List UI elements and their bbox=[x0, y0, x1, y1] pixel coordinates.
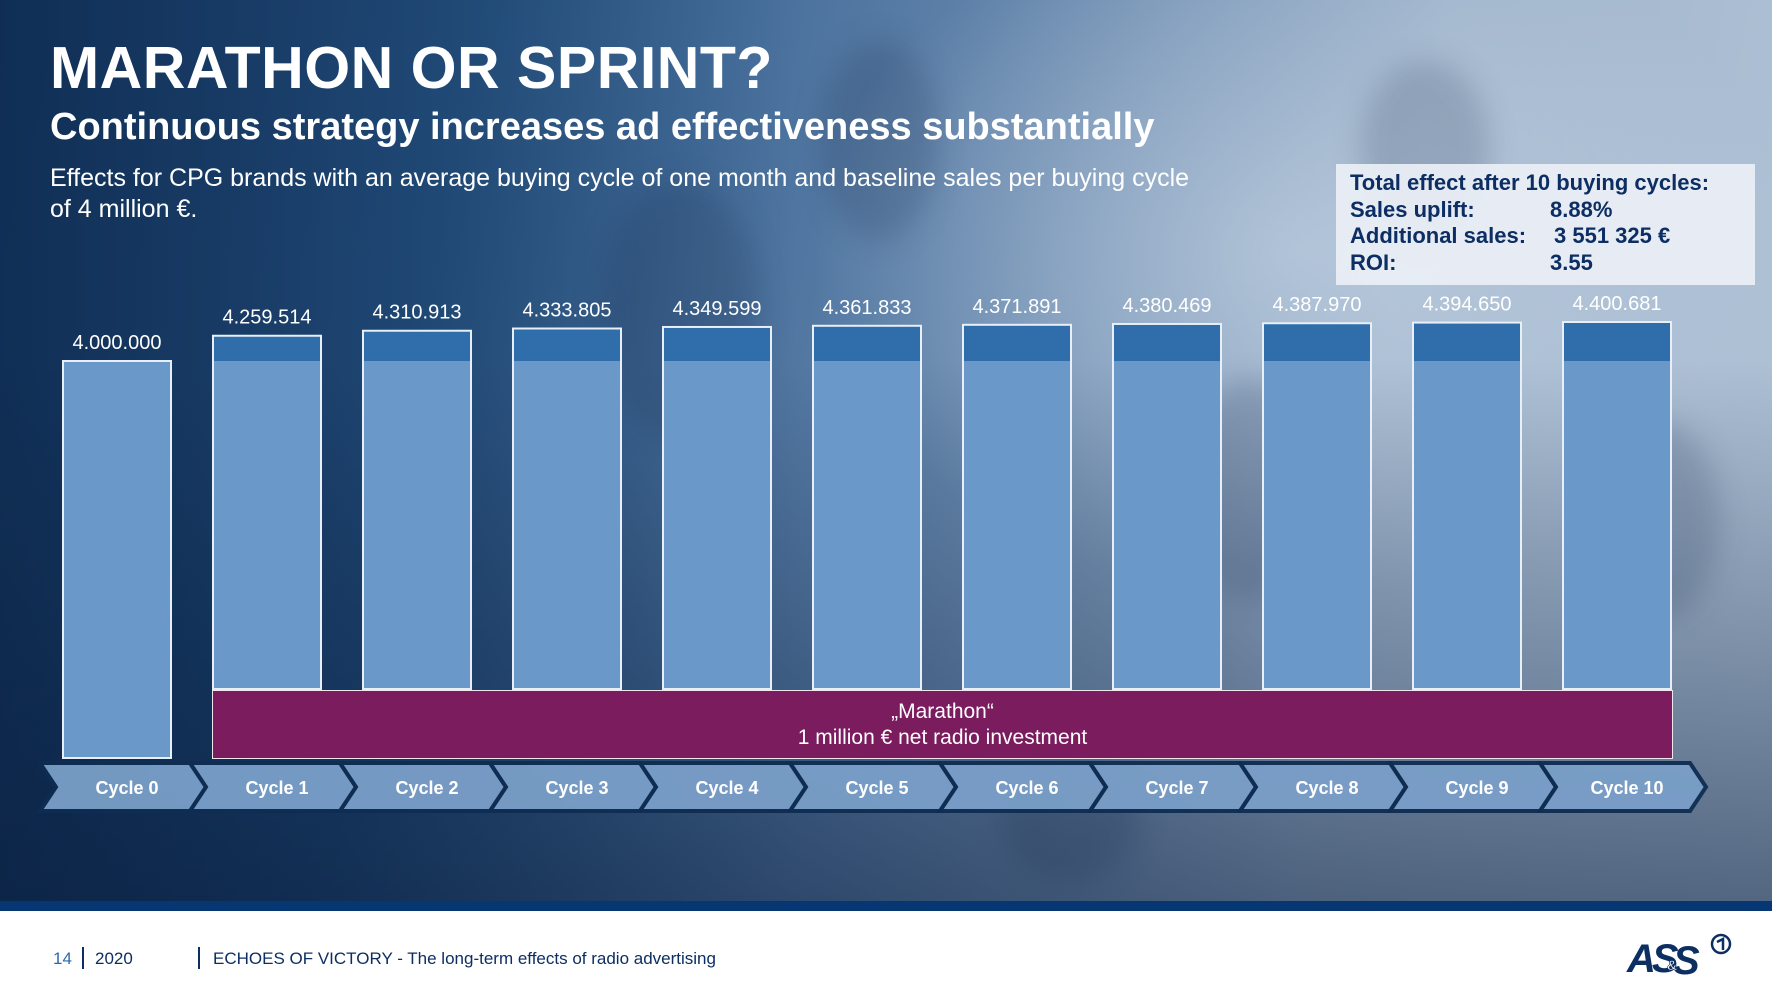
bar-value-label: 4.259.514 bbox=[223, 307, 312, 329]
bar-outline bbox=[1412, 321, 1522, 690]
bar-baseline-segment bbox=[663, 361, 771, 689]
footer-separator bbox=[198, 947, 200, 969]
cycle-label: Cycle 4 bbox=[695, 778, 758, 798]
bar-outline bbox=[212, 334, 322, 690]
summary-value: 8.88% bbox=[1550, 196, 1613, 222]
cycle-label: Cycle 9 bbox=[1445, 778, 1508, 798]
footer-divider-bar bbox=[0, 901, 1772, 911]
cycle-label: Cycle 2 bbox=[395, 778, 458, 798]
bar-value-label: 4.380.469 bbox=[1123, 295, 1212, 317]
bar-uplift-segment bbox=[963, 324, 1071, 361]
bar-baseline-segment bbox=[963, 361, 1071, 689]
bar-value-label: 4.387.970 bbox=[1273, 294, 1362, 316]
footer-document-title: ECHOES OF VICTORY - The long-term effect… bbox=[213, 949, 716, 968]
cycle-label: Cycle 1 bbox=[245, 778, 308, 798]
marathon-band: „Marathon“ 1 million € net radio investm… bbox=[212, 690, 1673, 759]
marathon-band-title: „Marathon“ bbox=[891, 700, 994, 723]
bar-outline bbox=[362, 329, 472, 690]
summary-row-uplift: Sales uplift: 8.88% bbox=[1350, 197, 1741, 224]
bar-uplift-segment bbox=[213, 335, 321, 361]
bar-uplift-segment bbox=[1263, 323, 1371, 361]
bar-value-label: 4.349.599 bbox=[673, 298, 762, 320]
bar-outline bbox=[812, 324, 922, 690]
cycle-label: Cycle 10 bbox=[1590, 778, 1663, 798]
bar-uplift-segment bbox=[1413, 322, 1521, 361]
cycle-label: Cycle 3 bbox=[545, 778, 608, 798]
page-number: 14 bbox=[53, 949, 72, 968]
marathon-band-subtitle: 1 million € net radio investment bbox=[797, 726, 1088, 749]
bar-baseline-segment bbox=[1563, 361, 1671, 689]
bar-value-label: 4.000.000 bbox=[73, 332, 162, 354]
bar-baseline-segment bbox=[1113, 361, 1221, 689]
bar-uplift-segment bbox=[363, 330, 471, 361]
bar-baseline-segment bbox=[1263, 361, 1371, 689]
svg-text:&: & bbox=[1667, 957, 1677, 973]
bar-outline bbox=[662, 325, 772, 690]
bar-outline bbox=[1112, 322, 1222, 690]
bar-uplift-segment bbox=[1563, 322, 1671, 361]
bar-value-label: 4.400.681 bbox=[1573, 293, 1662, 315]
bar-baseline-segment bbox=[363, 361, 471, 689]
svg-text:AS: AS bbox=[1626, 937, 1679, 980]
cycle-label: Cycle 0 bbox=[95, 778, 158, 798]
bar-outline bbox=[962, 323, 1072, 690]
bar-outline bbox=[1262, 322, 1372, 690]
cycle-chevron bbox=[1536, 761, 1709, 813]
bar-uplift-segment bbox=[1113, 323, 1221, 361]
bar-uplift-segment bbox=[813, 325, 921, 361]
bar-uplift-segment bbox=[663, 326, 771, 361]
bar-baseline-segment bbox=[813, 361, 921, 689]
ass-logo-icon: AS S & bbox=[1626, 933, 1732, 980]
slide-title: MARATHON OR SPRINT? bbox=[50, 35, 773, 101]
cycle-label: Cycle 8 bbox=[1295, 778, 1358, 798]
summary-row-roi: ROI: 3.55 bbox=[1350, 250, 1741, 277]
bar-value-label: 4.361.833 bbox=[823, 297, 912, 319]
svg-text:S: S bbox=[1673, 939, 1700, 980]
footer-separator bbox=[82, 947, 84, 969]
bar-baseline-segment bbox=[213, 361, 321, 689]
bar-baseline-segment bbox=[63, 361, 171, 758]
bar-outline bbox=[62, 360, 172, 759]
cycle-label: Cycle 5 bbox=[845, 778, 908, 798]
footer-year: 2020 bbox=[95, 949, 133, 968]
bar-baseline-segment bbox=[513, 361, 621, 689]
cycle-label: Cycle 6 bbox=[995, 778, 1058, 798]
summary-heading: Total effect after 10 buying cycles: bbox=[1350, 170, 1710, 195]
bar-baseline-segment bbox=[1413, 361, 1521, 689]
cycle-label: Cycle 7 bbox=[1145, 778, 1208, 798]
summary-row-additional-sales: Additional sales: 3 551 325 € bbox=[1350, 223, 1741, 250]
bar-outline bbox=[1562, 321, 1672, 690]
bar-uplift-segment bbox=[513, 328, 621, 361]
footer: 14 2020 ECHOES OF VICTORY - The long-ter… bbox=[0, 945, 1772, 975]
bar-value-label: 4.371.891 bbox=[973, 296, 1062, 318]
bar-value-label: 4.394.650 bbox=[1423, 294, 1512, 316]
bar-value-label: 4.310.913 bbox=[373, 302, 462, 324]
sales-chart: 4.000.000 4.259.514 4.310.913 4.333.805 4.34… bbox=[36, 293, 1709, 813]
summary-box: Total effect after 10 buying cycles: Sal… bbox=[1336, 164, 1755, 285]
bar-value-label: 4.333.805 bbox=[523, 300, 612, 322]
summary-label: Sales uplift: bbox=[1350, 196, 1475, 222]
slide-subtitle: Continuous strategy increases ad effecti… bbox=[50, 106, 1155, 148]
slide-description: Effects for CPG brands with an average b… bbox=[50, 164, 1190, 223]
bar-outline bbox=[512, 327, 622, 690]
summary-label: ROI: bbox=[1350, 249, 1397, 275]
summary-label: Additional sales: bbox=[1350, 223, 1527, 248]
summary-value: 3.55 bbox=[1550, 249, 1593, 275]
summary-value: 3 551 325 € bbox=[1554, 223, 1671, 248]
